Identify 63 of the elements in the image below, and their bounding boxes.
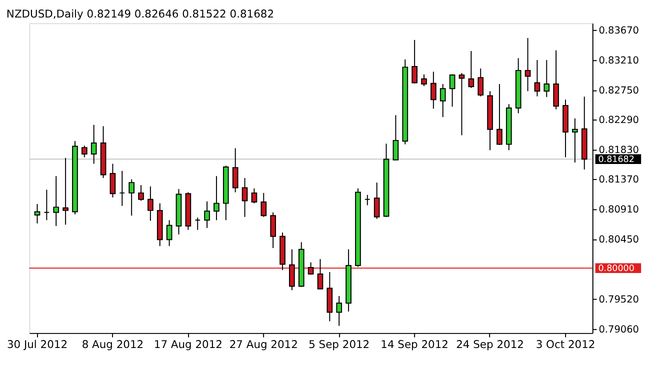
candlestick — [534, 60, 540, 97]
candlestick — [478, 68, 484, 97]
candlestick — [138, 184, 144, 202]
candlestick — [392, 114, 399, 160]
x-tick-label: 3 Oct 2012 — [536, 338, 596, 352]
x-tick-label: 8 Aug 2012 — [82, 338, 144, 352]
candlestick — [204, 200, 210, 228]
candlestick — [148, 186, 154, 222]
x-tick-label: 14 Sep 2012 — [380, 338, 448, 352]
y-tick-label: 0.83210 — [598, 55, 639, 66]
candlestick — [496, 84, 502, 146]
y-tick-label: 0.81370 — [598, 174, 639, 186]
candlestick — [44, 189, 50, 221]
y-tick-label: 0.79060 — [598, 324, 639, 336]
candlestick — [449, 74, 456, 108]
candlestick — [468, 50, 474, 88]
candlestick — [260, 192, 267, 218]
ref-line-label: 0.81682 — [598, 155, 634, 166]
candlestick — [440, 84, 446, 118]
candlestick — [194, 217, 201, 230]
y-tick-label: 0.81830 — [598, 144, 639, 156]
candlestick — [458, 72, 465, 136]
candlestick — [110, 163, 116, 198]
candlestick — [524, 38, 531, 92]
x-tick-label: 17 Aug 2012 — [154, 338, 222, 352]
y-tick-label: 0.80910 — [598, 204, 639, 216]
y-tick-label: 0.80450 — [598, 234, 639, 246]
candlestick — [553, 50, 559, 110]
candlestick — [251, 188, 258, 204]
candlestick — [53, 176, 60, 226]
candlestick — [572, 118, 578, 163]
y-tick-label: 0.82750 — [598, 85, 639, 96]
x-tick-label: 27 Aug 2012 — [229, 338, 298, 352]
candlestick — [289, 248, 295, 291]
candlestick — [81, 145, 88, 158]
candlestick — [242, 178, 248, 218]
candlestick — [336, 296, 342, 326]
candlestick — [430, 71, 436, 110]
candlestick — [412, 39, 418, 84]
y-tick-label: 0.82290 — [598, 115, 639, 126]
y-tick-label: 0.83670 — [598, 26, 639, 37]
ref-line-label: 0.80000 — [598, 264, 634, 274]
candlestick — [128, 178, 135, 216]
candlestick — [326, 272, 333, 322]
y-tick-label: 0.79520 — [598, 294, 639, 306]
candlestick — [317, 258, 324, 290]
chart-title: NZDUSD,Daily 0.82149 0.82646 0.81522 0.81682 — [6, 7, 274, 20]
candlestick — [119, 170, 126, 206]
candlestick — [421, 74, 427, 86]
candlestick — [232, 148, 238, 193]
candlestick — [374, 182, 380, 220]
candlestick — [364, 194, 370, 206]
x-tick-label: 24 Sep 2012 — [456, 338, 524, 352]
candlestick — [62, 157, 68, 226]
candlestick — [166, 220, 172, 247]
candlestick — [270, 212, 276, 249]
candlestick — [90, 124, 97, 164]
x-tick-label: 5 Sep 2012 — [308, 338, 370, 352]
candlestick — [544, 60, 550, 98]
x-tick-label: 30 Jul 2012 — [6, 338, 68, 352]
candlestick — [308, 262, 314, 276]
candlestick — [34, 203, 40, 224]
candlestick — [214, 176, 220, 221]
